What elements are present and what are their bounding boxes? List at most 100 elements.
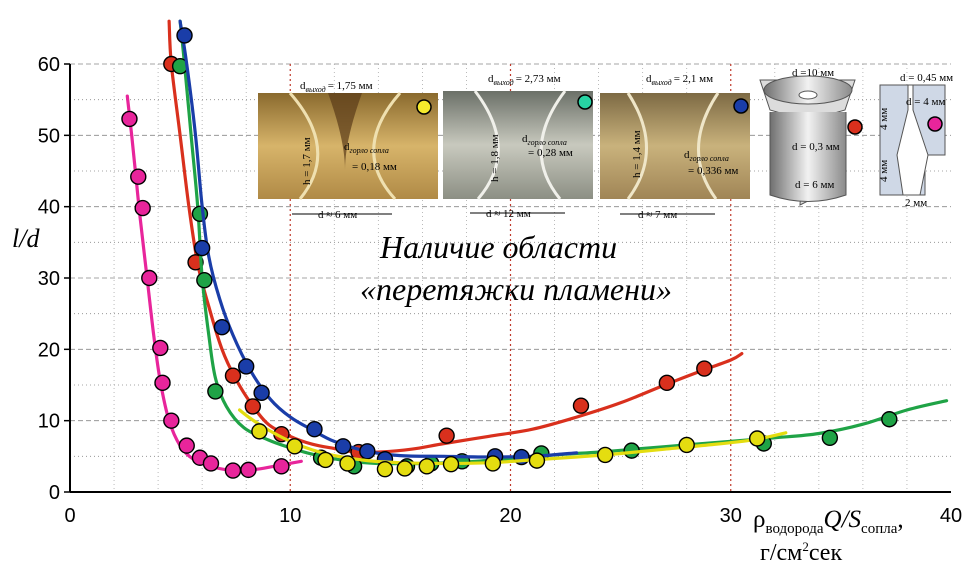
nozzle-section-side2-label: 4 мм — [878, 160, 890, 182]
data-point — [528, 452, 546, 469]
nozzle-section-side-label: 4 мм — [878, 108, 890, 130]
nozzle-3d-marker — [847, 119, 863, 135]
photo-1: dвыход = 1,75 мм h = 1,7 мм dгорло сопла … — [258, 80, 438, 221]
data-point — [196, 271, 213, 289]
series-4 — [176, 19, 579, 468]
data-point — [176, 27, 193, 44]
photo-2: dвыход = 2,73 мм h = 1,8 мм dгорло сопла … — [443, 73, 593, 220]
photo-2-h-label: h = 1,8 мм — [489, 134, 501, 182]
series-1 — [121, 94, 303, 479]
data-point — [396, 460, 413, 477]
annotation-line-2: «перетяжки пламени» — [360, 271, 672, 307]
data-point — [334, 438, 352, 455]
data-point — [251, 423, 268, 440]
y-tick-label: 10 — [38, 411, 60, 433]
nozzle-3d-mid-label: d = 0,3 мм — [792, 141, 840, 153]
data-point — [286, 438, 303, 455]
data-point — [572, 397, 590, 414]
data-point — [339, 455, 356, 472]
data-point — [178, 437, 195, 454]
data-point — [306, 421, 323, 438]
x-tick-labels: 0 10 20 30 40 — [64, 505, 962, 527]
nozzle-section-diagram: d = 0,45 мм d = 4 мм 4 мм 4 мм 2 мм — [878, 72, 953, 209]
x-axis-label: ρводородаQ/Sсопла, — [753, 506, 904, 537]
data-point — [273, 458, 290, 475]
photo-3-nozzle-outline — [626, 92, 720, 200]
nozzle-3d-diagram: d =10 мм d = 0,3 мм d = 6 мм — [759, 67, 863, 206]
nozzle-section-marker — [927, 116, 943, 132]
photo-2-nozzle-outline — [473, 90, 567, 200]
data-point — [191, 205, 209, 223]
y-tick-label: 60 — [38, 54, 60, 76]
photo-3: dвыход = 2,1 мм h = 1,4 мм dгорло сопла =… — [600, 73, 750, 221]
data-point — [696, 360, 713, 377]
photo-2-bottom-label: d ≈ 12 мм — [486, 208, 531, 220]
data-point — [224, 367, 242, 384]
x-tick-label: 30 — [720, 505, 742, 527]
photo-3-mid-label: dгорло сопла — [684, 149, 729, 163]
data-point — [317, 451, 334, 469]
data-point — [134, 199, 151, 217]
photo-2-image — [443, 91, 593, 199]
x-tick-label: 0 — [64, 505, 75, 527]
data-point — [442, 455, 460, 473]
data-point — [121, 110, 138, 128]
photo-2-mid-label: dгорло сопла — [522, 133, 567, 147]
data-point — [130, 168, 147, 185]
photo-2-marker — [577, 94, 593, 110]
nozzle-3d-throat — [798, 90, 818, 100]
photo-3-mid-value: = 0,336 мм — [688, 165, 738, 177]
data-point — [418, 458, 436, 475]
photo-1-flame — [328, 93, 362, 170]
photo-3-h-label: h = 1,4 мм — [631, 130, 643, 178]
annotation-line-1: Наличие области — [379, 229, 617, 265]
y-tick-labels: 0 10 20 30 40 50 60 — [38, 54, 60, 504]
data-point — [163, 412, 180, 429]
x-tick-label: 20 — [499, 505, 521, 527]
data-point — [141, 269, 158, 287]
data-point — [438, 427, 455, 444]
photo-3-marker — [733, 98, 749, 114]
axes — [64, 63, 951, 493]
photo-2-top-label: dвыход = 2,73 мм — [488, 73, 561, 87]
y-tick-label: 0 — [49, 482, 60, 504]
data-point — [237, 358, 255, 375]
data-point — [678, 436, 695, 454]
nozzle-section-bottom-label: 2 мм — [905, 197, 927, 209]
series-4-curve — [178, 19, 579, 459]
y-tick-label: 30 — [38, 268, 60, 290]
data-point — [376, 460, 394, 478]
series-5 — [238, 408, 788, 478]
photo-3-image — [600, 93, 750, 199]
photo-3-top-label: dвыход = 2,1 мм — [646, 73, 713, 87]
x-tick-label: 10 — [279, 505, 301, 527]
data-point — [202, 455, 220, 472]
nozzle-3d-bottom-label: d = 6 мм — [795, 179, 834, 191]
photo-3-bottom-label: d ≈ 7 мм — [638, 209, 677, 221]
photo-1-marker — [416, 99, 432, 115]
photo-1-nozzle-outline — [288, 92, 402, 201]
photo-1-mid-label: dгорло сопла — [344, 141, 389, 155]
data-point — [213, 319, 231, 336]
data-point — [207, 383, 224, 400]
nozzle-section-top2-label: d = 4 мм — [906, 96, 945, 108]
photo-1-h-label: h = 1,7 мм — [301, 137, 313, 185]
data-point — [597, 446, 614, 464]
y-axis-label: l/d — [12, 224, 40, 253]
x-tick-label: 40 — [940, 505, 962, 527]
nozzle-3d-top — [763, 75, 853, 105]
data-point — [152, 339, 169, 357]
data-point — [658, 374, 676, 392]
x-axis-units: г/см2сек — [760, 539, 842, 566]
data-point — [881, 411, 898, 428]
data-point — [244, 398, 262, 415]
photo-2-mid-value: = 0,28 мм — [528, 147, 573, 159]
data-point — [154, 374, 171, 392]
data-point — [748, 430, 766, 447]
nozzle-section-channel — [896, 84, 929, 196]
nozzle-3d-cylinder — [769, 112, 847, 202]
data-point — [821, 429, 839, 446]
data-point — [253, 384, 270, 402]
photo-1-bottom-label: d ≈ 6 мм — [318, 209, 357, 221]
